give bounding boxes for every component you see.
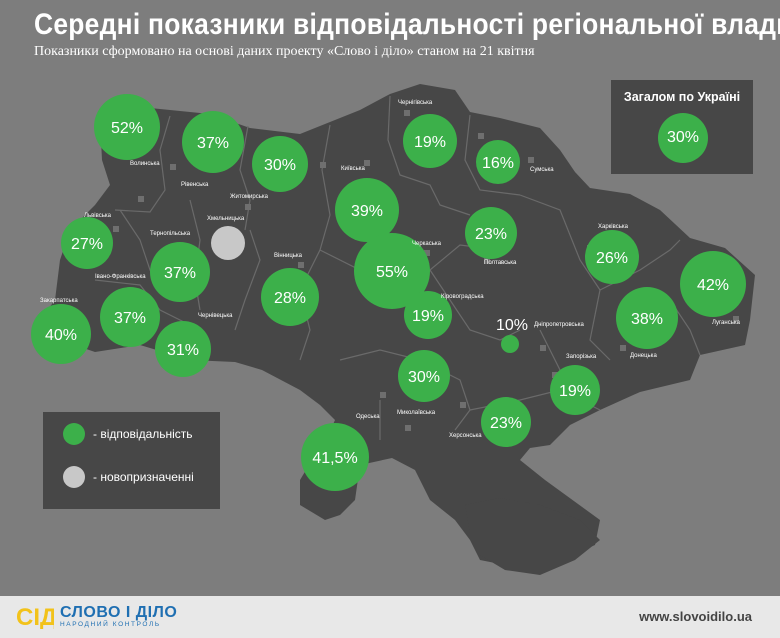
- region-20-name-label: Миколаївська: [397, 410, 436, 416]
- region-0-value-label: 52%: [111, 120, 143, 137]
- region-13-bubble: [354, 233, 430, 309]
- region-22-name-label: Херсонська: [449, 433, 482, 439]
- region-15-name-label: Харківська: [598, 224, 629, 230]
- legend: - відповідальність - новопризначенні: [43, 412, 220, 509]
- region-11-value-label: 31%: [167, 342, 199, 359]
- region-3-name-label: Київська: [341, 166, 366, 172]
- region-13-value-label: 55%: [376, 264, 408, 281]
- page-subtitle: Показники сформовано на основі даних про…: [34, 44, 535, 59]
- legend-green-swatch: [63, 423, 85, 445]
- region-21-bubble: [550, 365, 600, 415]
- region-7-bubble: [211, 226, 245, 260]
- region-19-bubble: [616, 287, 678, 349]
- region-0-bubble: [94, 94, 160, 160]
- region-17-bubble: [404, 291, 452, 339]
- region-7-name-label: Хмельницька: [207, 216, 245, 222]
- region-1-bubble: [182, 111, 244, 173]
- region-3-bubble: [335, 178, 399, 242]
- logo-mark-icon: СІД: [16, 603, 57, 631]
- legend-gray-swatch: [63, 466, 85, 488]
- region-4-name-label: Чернігівська: [398, 100, 433, 106]
- ukraine-total-panel: Загалом по Україні 30%: [611, 80, 753, 174]
- region-21-name-label: Запорізька: [566, 354, 597, 360]
- footer: СІД СЛОВО І ДІЛО НАРОДНИЙ КОНТРОЛЬ www.s…: [0, 596, 780, 638]
- region-14-value-label: 23%: [475, 226, 507, 243]
- website-link[interactable]: www.slovoidilo.ua: [639, 609, 752, 624]
- region-2-name-label: Житомирська: [230, 194, 269, 200]
- region-11-name-label: Чернівецька: [198, 313, 233, 319]
- region-9-bubble: [100, 287, 160, 347]
- region-5-name-label: Сумська: [530, 167, 554, 173]
- region-15-value-label: 26%: [596, 250, 628, 267]
- region-8-value-label: 37%: [164, 265, 196, 282]
- region-3-value-label: 39%: [351, 203, 383, 220]
- region-4-value-label: 19%: [414, 134, 446, 151]
- region-17-name-label: Кіровоградська: [441, 294, 484, 300]
- region-5-bubble: [476, 140, 520, 184]
- logo-tagline: НАРОДНИЙ КОНТРОЛЬ: [60, 621, 161, 628]
- region-2-value-label: 30%: [264, 157, 296, 174]
- region-0-name-label: Волинська: [130, 161, 160, 167]
- region-21-value-label: 19%: [559, 383, 591, 400]
- legend-responsibility-label: - відповідальність: [93, 427, 193, 441]
- region-14-name-label: Полтавська: [484, 260, 517, 266]
- legend-item-new: - новопризначенні: [63, 466, 194, 488]
- region-10-bubble: [31, 304, 91, 364]
- region-19-name-label: Донецька: [630, 353, 657, 359]
- region-12-bubble: [261, 268, 319, 326]
- region-22-bubble: [481, 397, 531, 447]
- region-6-name-label: Львівська: [84, 213, 112, 219]
- region-10-name-label: Закарпатська: [40, 298, 78, 304]
- region-22-value-label: 23%: [490, 415, 522, 432]
- region-1-name-label: Рівенська: [181, 182, 209, 188]
- region-18-bubble: [501, 335, 519, 353]
- region-13-name-label: Черкаська: [412, 241, 442, 247]
- region-18-name-label: Дніпропетровська: [534, 322, 584, 328]
- region-12-value-label: 28%: [274, 290, 306, 307]
- region-6-bubble: [61, 217, 113, 269]
- region-8-name-label: Тернопільська: [150, 231, 191, 237]
- region-23-name-label: Одеська: [356, 414, 380, 420]
- region-11-bubble: [155, 321, 211, 377]
- region-6-value-label: 27%: [71, 236, 103, 253]
- region-23-value-label: 41,5%: [312, 450, 357, 467]
- region-1-value-label: 37%: [197, 135, 229, 152]
- region-9-value-label: 37%: [114, 310, 146, 327]
- region-16-bubble: [680, 251, 746, 317]
- region-20-bubble: [398, 350, 450, 402]
- region-bubbles: 52% Волинська 37% Рівенська 30% Житомирська 39…: [31, 94, 746, 491]
- region-4-bubble: [403, 114, 457, 168]
- logo-name: СЛОВО І ДІЛО: [60, 604, 178, 621]
- ukraine-outline: [40, 84, 755, 568]
- region-14-bubble: [465, 207, 517, 259]
- logo: СІД СЛОВО І ДІЛО НАРОДНИЙ КОНТРОЛЬ: [16, 603, 178, 631]
- region-18-value-label: 10%: [496, 317, 528, 334]
- region-23-bubble: [301, 423, 369, 491]
- region-15-bubble: [585, 230, 639, 284]
- legend-item-responsibility: - відповідальність: [63, 423, 193, 445]
- region-20-value-label: 30%: [408, 369, 440, 386]
- region-17-value-label: 19%: [412, 308, 444, 325]
- crimea-outline: [465, 498, 600, 575]
- region-16-value-label: 42%: [697, 277, 729, 294]
- region-2-bubble: [252, 136, 308, 192]
- region-10-value-label: 40%: [45, 327, 77, 344]
- region-16-name-label: Луганська: [712, 320, 741, 326]
- page-title: Середні показники відповідальності регіо…: [34, 8, 780, 41]
- region-5-value-label: 16%: [482, 155, 514, 172]
- region-9-name-label: Івано-Франківська: [95, 274, 146, 280]
- ukraine-total-value: 30%: [658, 113, 708, 163]
- region-12-name-label: Вінницька: [274, 253, 303, 259]
- legend-new-label: - новопризначенні: [93, 470, 194, 484]
- region-19-value-label: 38%: [631, 311, 663, 328]
- region-8-bubble: [150, 242, 210, 302]
- svg-text:СІД: СІД: [16, 604, 54, 629]
- ukraine-total-label: Загалом по Україні: [623, 90, 741, 104]
